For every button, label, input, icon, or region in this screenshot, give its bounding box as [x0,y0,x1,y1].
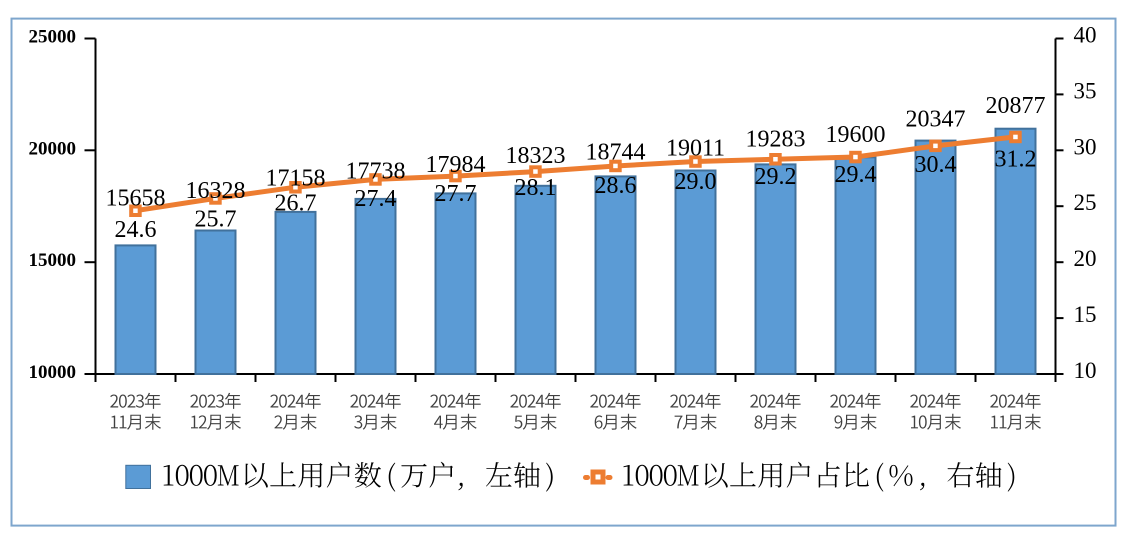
svg-text:25: 25 [1074,190,1097,215]
svg-text:17738: 17738 [346,159,406,185]
svg-text:15658: 15658 [106,186,166,212]
svg-text:28.6: 28.6 [595,173,637,199]
svg-text:29.4: 29.4 [835,162,877,188]
svg-text:25.7: 25.7 [195,207,237,233]
svg-text:20: 20 [1074,246,1097,271]
svg-text:27.7: 27.7 [435,181,477,207]
svg-text:18744: 18744 [586,140,646,166]
svg-text:31.2: 31.2 [995,147,1037,173]
svg-text:18323: 18323 [506,143,566,169]
svg-text:19600: 19600 [826,122,886,148]
svg-text:28.1: 28.1 [515,175,557,201]
svg-text:10: 10 [1074,358,1097,383]
svg-text:35: 35 [1074,78,1097,103]
svg-text:17984: 17984 [426,152,486,178]
svg-text:24.6: 24.6 [115,217,157,243]
svg-text:40: 40 [1074,23,1097,48]
svg-text:30.4: 30.4 [915,152,957,178]
svg-text:17158: 17158 [266,165,326,191]
svg-text:19011: 19011 [666,136,725,162]
svg-text:20347: 20347 [906,107,966,133]
svg-text:20877: 20877 [986,93,1046,119]
svg-text:26.7: 26.7 [275,191,317,217]
svg-text:15000: 15000 [29,250,77,271]
svg-text:29.2: 29.2 [755,164,797,190]
svg-text:10000: 10000 [29,362,77,383]
svg-text:25000: 25000 [29,27,77,48]
svg-text:27.4: 27.4 [355,186,397,212]
svg-text:29.0: 29.0 [675,169,717,195]
svg-text:20000: 20000 [29,138,77,159]
svg-text:30: 30 [1074,134,1097,159]
svg-text:16328: 16328 [186,178,246,204]
svg-text:15: 15 [1074,302,1097,327]
svg-text:19283: 19283 [746,127,806,153]
